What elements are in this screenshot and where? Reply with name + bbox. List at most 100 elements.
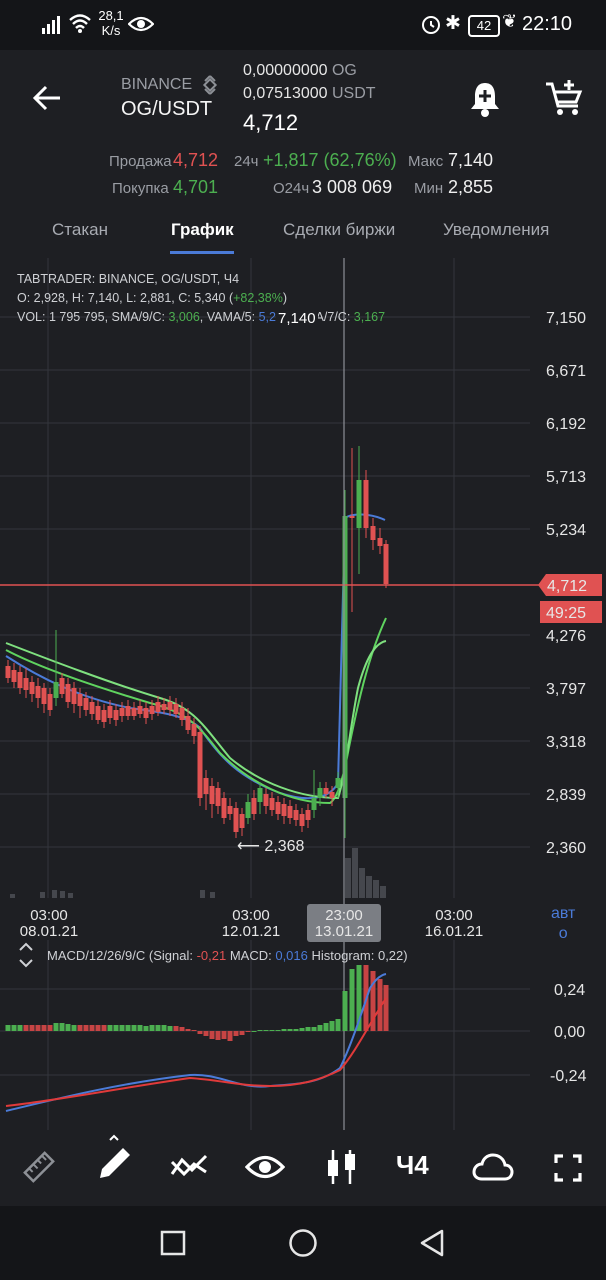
candle-body	[83, 698, 89, 710]
macd-histogram-bar	[131, 1025, 137, 1031]
candle-body	[263, 794, 269, 806]
alert-bell-icon[interactable]	[468, 80, 502, 118]
last-price: 4,712	[243, 110, 299, 135]
low-value: 2,855	[448, 177, 494, 197]
ruler-icon[interactable]	[22, 1150, 56, 1184]
candle-body	[23, 678, 29, 690]
price-tick: 7,150	[546, 310, 586, 327]
crosshair-time: 23:00	[325, 907, 363, 924]
candle-body	[35, 686, 41, 698]
alarm-icon	[422, 16, 440, 34]
bid-value: 4,712	[173, 150, 219, 170]
chart-info-title: TABTRADER: BINANCE, OG/USDT, Ч4	[17, 272, 240, 286]
low-label: Мин	[414, 180, 444, 197]
add-to-cart-icon[interactable]	[544, 78, 584, 118]
chart-area[interactable]: 7,150 6,671 6,192 5,713 5,234 4,276 3,79…	[0, 258, 606, 1130]
macd-histogram-bar	[59, 1023, 65, 1031]
indicators-icon[interactable]	[170, 1152, 208, 1182]
speed-unit: K/s	[101, 23, 121, 38]
candle-body	[71, 688, 77, 704]
chart-info: TABTRADER: BINANCE, OG/USDT, Ч4 O: 2,928…	[17, 270, 385, 327]
macd-signal-value: -0,21	[196, 948, 227, 963]
macd-histogram-bar	[221, 1031, 227, 1039]
macd-histogram-bar	[305, 1027, 311, 1031]
volume-label: O24ч	[273, 180, 310, 197]
expand-collapse-icon[interactable]	[18, 941, 34, 969]
macd-histogram-bar	[263, 1030, 269, 1031]
macd-histogram-bar	[191, 1030, 197, 1031]
candle-body	[239, 814, 245, 828]
chart-svg[interactable]: 7,150 6,671 6,192 5,713 5,234 4,276 3,79…	[0, 258, 606, 1130]
crosshair-time-tag-bg	[307, 904, 381, 942]
vama-line	[5, 513, 386, 800]
tab-alerts[interactable]: Уведомления	[443, 220, 550, 239]
price-tick: 4,276	[546, 628, 586, 645]
candle-body	[275, 802, 281, 814]
date-tick: 16.01.21	[425, 923, 483, 940]
macd-histogram-bar	[41, 1025, 47, 1031]
tab-trades[interactable]: Сделки биржи	[283, 220, 396, 239]
eye-icon[interactable]	[245, 1152, 285, 1182]
macd-histogram-bar	[113, 1025, 119, 1031]
candle-body	[233, 808, 239, 832]
candle-body	[167, 702, 173, 710]
balance-quote: 0,07513000 USDT	[243, 85, 376, 103]
macd-histogram-bar	[137, 1025, 143, 1031]
macd-histogram-bar	[287, 1029, 293, 1031]
back-arrow-icon[interactable]	[32, 84, 62, 112]
macd-histogram	[5, 965, 389, 1041]
candle-body	[251, 798, 257, 814]
macd-histogram-bar	[335, 1019, 341, 1031]
exchange-name: BINANCE	[121, 76, 193, 93]
tab-chart[interactable]: График	[171, 220, 234, 239]
candle-body	[245, 802, 251, 818]
macd-histogram-bar	[11, 1025, 17, 1031]
macd-histogram-bar	[107, 1025, 113, 1031]
macd-histogram-bar	[269, 1030, 275, 1031]
candle-body	[257, 788, 263, 802]
price-tick: 5,713	[546, 469, 586, 486]
cloud-icon[interactable]	[472, 1152, 514, 1182]
macd-histogram-bar	[239, 1031, 245, 1035]
candle-body	[179, 708, 185, 720]
macd-histogram-bar	[167, 1026, 173, 1031]
fullscreen-icon[interactable]	[554, 1154, 582, 1182]
price-tick: 6,671	[546, 363, 586, 380]
ohlc-values: O: 2,928, H: 7,140, L: 2,881, C: 5,340 (	[17, 291, 234, 305]
macd-histogram-bar	[89, 1025, 95, 1031]
candle-body	[203, 778, 209, 794]
pair-name: OG/USDT	[121, 98, 213, 120]
auto-scale-button[interactable]: авт о	[551, 904, 575, 944]
macd-histogram-bar	[83, 1025, 89, 1031]
candle-body	[227, 806, 233, 814]
macd-histogram-bar	[53, 1023, 59, 1031]
macd-value: 0,016	[275, 948, 308, 963]
candle-body	[323, 788, 329, 794]
macd-histogram-bar	[317, 1025, 323, 1031]
recents-icon[interactable]	[160, 1230, 186, 1256]
candle-body	[281, 804, 287, 816]
candle-body	[29, 682, 35, 694]
tab-order-book[interactable]: Стакан	[52, 220, 108, 239]
macd-histogram-bar	[233, 1031, 239, 1036]
macd-histogram-bar	[197, 1031, 203, 1034]
candle-body	[197, 732, 203, 798]
bluetooth-icon: ✱	[445, 13, 461, 34]
chart-grid	[0, 258, 530, 1130]
pencil-icon[interactable]	[96, 1134, 132, 1182]
candle-body	[221, 798, 227, 818]
back-nav-icon[interactable]	[418, 1228, 446, 1258]
candle-body	[215, 788, 221, 806]
candle-body	[41, 688, 47, 704]
macd-histogram-bar	[185, 1029, 191, 1031]
current-price-tag: 4,712	[547, 578, 587, 595]
macd-histogram-bar	[23, 1025, 29, 1031]
macd-histogram-bar	[179, 1027, 185, 1031]
home-icon[interactable]	[288, 1228, 318, 1258]
candles-icon[interactable]	[325, 1148, 359, 1186]
macd-hist-label: Histogram:	[307, 948, 378, 963]
price-tick: 3,318	[546, 734, 586, 751]
macd-histogram-bar	[370, 971, 376, 1031]
timeframe-button[interactable]: Ч4	[396, 1150, 429, 1180]
candle-body	[101, 710, 107, 722]
